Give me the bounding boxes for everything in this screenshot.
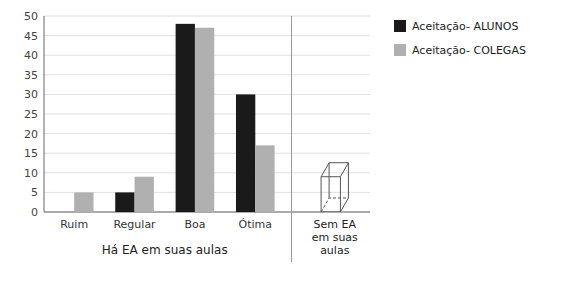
sem-ea-label: Sem EAem suasaulas (312, 218, 358, 257)
y-tick-label: 35 (24, 69, 38, 82)
x-tick-label: Ótima (239, 218, 272, 231)
bar (115, 192, 134, 212)
y-tick-label: 20 (24, 128, 38, 141)
legend-label: Aceitação- COLEGAS (412, 44, 526, 57)
y-tick-label: 45 (24, 30, 38, 43)
x-tick-label: Regular (113, 218, 156, 231)
y-tick-label: 5 (31, 186, 38, 199)
bars (74, 24, 348, 212)
x-tick-label: Ruim (60, 218, 88, 231)
bar (176, 24, 195, 212)
y-tick-label: 10 (24, 167, 38, 180)
y-tick-label: 50 (24, 10, 38, 23)
bar (55, 212, 74, 213)
grid (44, 16, 370, 212)
chart: 0 5 10 15 20 25 30 35 40 45 50 Ruim Regular Boa Ótima H… (0, 0, 572, 288)
grid-line (44, 16, 370, 17)
y-tick-label: 30 (24, 88, 38, 101)
y-tick-label: 15 (24, 147, 38, 160)
legend-label: Aceitação- ALUNOS (412, 20, 518, 33)
y-axis (44, 16, 45, 212)
bar (255, 145, 274, 212)
x-tick-label: Boa (184, 218, 205, 231)
bar (236, 94, 255, 212)
bar (74, 192, 93, 212)
separator (291, 16, 292, 262)
bar (135, 177, 154, 212)
sem-ea-box (321, 163, 348, 212)
legend-swatch (394, 44, 406, 56)
y-tick-label: 0 (31, 206, 38, 219)
legend-swatch (394, 20, 406, 32)
sem-ea-box-hidden-edge (321, 198, 348, 212)
bar (195, 28, 214, 212)
x-axis-label: Há EA em suas aulas (102, 243, 228, 257)
y-tick-label: 25 (24, 108, 38, 121)
y-tick-label: 40 (24, 49, 38, 62)
